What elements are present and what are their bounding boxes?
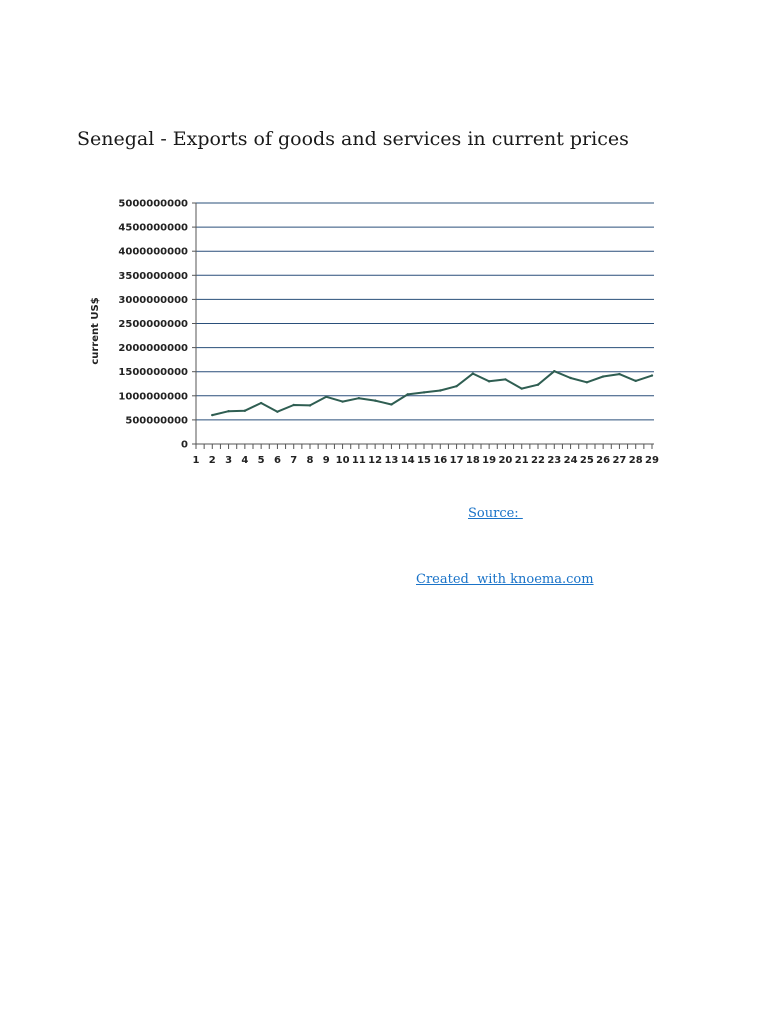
data-point — [487, 380, 491, 383]
data-point — [373, 399, 377, 402]
x-tick-label: 15 — [417, 455, 431, 466]
data-point — [357, 397, 361, 400]
x-tick-label: 6 — [274, 455, 281, 466]
y-tick-label: 4500000000 — [118, 223, 188, 234]
data-point — [211, 413, 214, 417]
data-point — [585, 381, 589, 384]
data-point — [504, 378, 507, 381]
x-tick-label: 23 — [547, 455, 561, 466]
x-tick-label: 9 — [323, 455, 330, 466]
y-tick-label: 0 — [181, 440, 188, 451]
series-line — [212, 370, 653, 417]
data-point — [406, 393, 409, 396]
x-tick-label: 2 — [209, 455, 216, 466]
x-tick-label: 4 — [241, 455, 248, 466]
x-tick-label: 27 — [612, 455, 626, 466]
y-tick-label: 5000000000 — [118, 199, 188, 210]
x-tick-label: 26 — [596, 455, 610, 466]
x-tick-label: 10 — [336, 455, 350, 466]
data-point — [276, 410, 279, 413]
data-point — [243, 409, 247, 412]
data-point — [471, 372, 475, 375]
axes — [192, 202, 654, 449]
y-tick-label: 1500000000 — [118, 367, 188, 378]
data-point — [569, 376, 572, 380]
data-point — [308, 404, 312, 407]
x-tick-label: 20 — [498, 455, 512, 466]
data-point — [601, 375, 605, 378]
x-tick-label: 5 — [258, 455, 265, 466]
y-axis-title: current US$ — [90, 297, 101, 364]
x-tick-label: 13 — [384, 455, 398, 466]
x-tick-label: 17 — [450, 455, 464, 466]
x-tick-label: 11 — [352, 455, 366, 466]
x-tick-label: 14 — [401, 455, 415, 466]
y-tick-label: 1000000000 — [118, 391, 188, 402]
created-with-knoema-link[interactable]: Created with knoema.com — [416, 572, 594, 587]
x-tick-label: 12 — [368, 455, 382, 466]
data-point — [325, 395, 328, 398]
data-point — [227, 410, 230, 413]
data-point — [422, 391, 426, 394]
x-tick-label: 22 — [531, 455, 545, 466]
data-point — [634, 379, 637, 383]
y-tick-label: 500000000 — [125, 415, 188, 426]
source-link[interactable]: Source: — [468, 506, 523, 521]
x-tick-labels: 1 2 3 4 5 6 7 8 9 10 11 12 13 14 15 16 17 18 19 20 21 22 23 24 2… — [193, 455, 659, 466]
x-tick-label: 3 — [225, 455, 232, 466]
x-tick-label: 1 — [193, 455, 200, 466]
data-point — [439, 389, 442, 392]
x-tick-label: 7 — [290, 455, 297, 466]
data-point — [520, 387, 523, 390]
data-point — [390, 403, 393, 406]
data-point — [618, 372, 621, 376]
series — [211, 370, 654, 417]
y-tick-label: 3500000000 — [118, 271, 188, 282]
y-tick-label: 3000000000 — [118, 295, 188, 306]
y-tick-labels: 0 500000000 1000000000 1500000000 2000000000… — [118, 199, 188, 451]
x-tick-label: 25 — [580, 455, 594, 466]
data-point — [259, 401, 263, 405]
x-tick-label: 24 — [564, 455, 578, 466]
gridlines — [196, 202, 654, 421]
data-point — [292, 403, 295, 407]
x-tick-label: 19 — [482, 455, 496, 466]
x-tick-label: 18 — [466, 455, 480, 466]
data-point — [536, 383, 540, 386]
data-point — [341, 400, 344, 403]
x-tick-label: 28 — [629, 455, 643, 466]
chart-area: 0 500000000 1000000000 1500000000 2000000000… — [90, 199, 659, 467]
data-point — [650, 374, 654, 377]
y-tick-label: 2000000000 — [118, 343, 188, 354]
x-tick-label: 29 — [645, 455, 659, 466]
y-tick-label: 4000000000 — [118, 247, 188, 258]
x-tick-label: 16 — [433, 455, 447, 466]
x-tick-label: 8 — [307, 455, 314, 466]
x-tick-label: 21 — [515, 455, 529, 466]
data-point — [553, 370, 556, 373]
chart-title: Senegal - Exports of goods and services … — [77, 128, 629, 150]
data-point — [455, 384, 458, 388]
y-tick-label: 2500000000 — [118, 319, 188, 330]
